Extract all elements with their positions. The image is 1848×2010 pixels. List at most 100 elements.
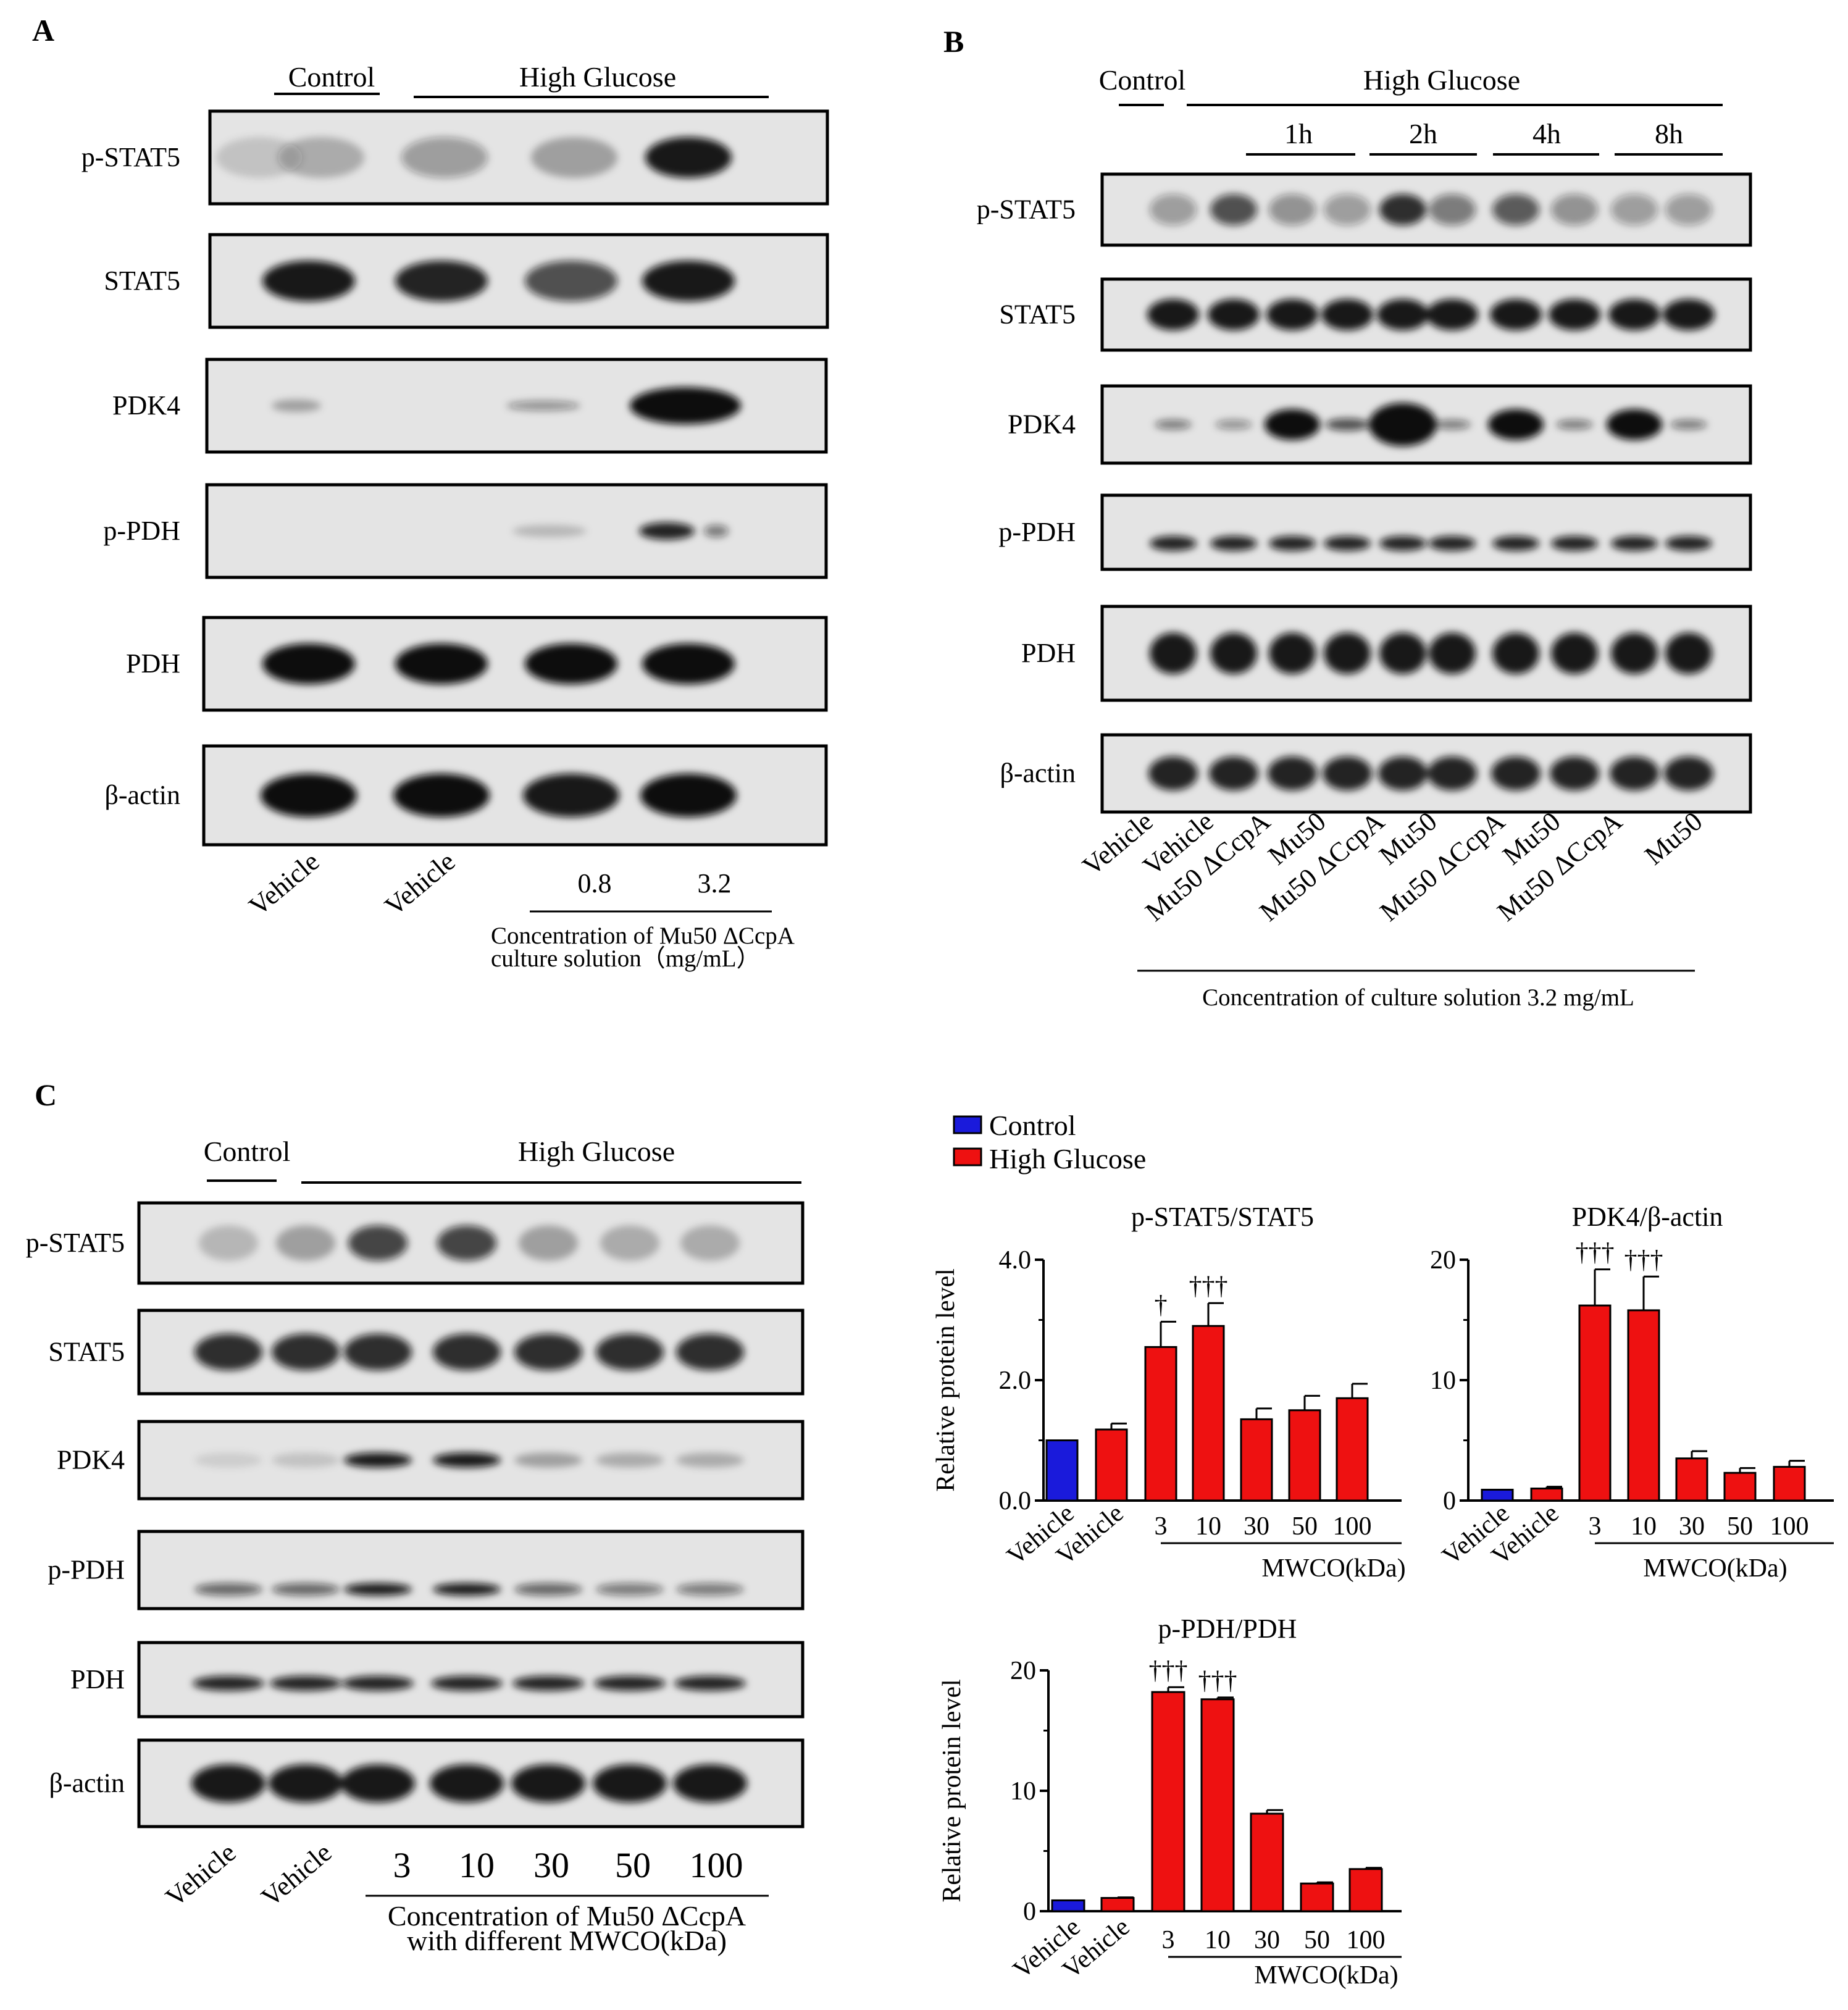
x-tick-label: 50 [1727, 1512, 1753, 1541]
panel-b-band [1269, 194, 1316, 225]
panel-c-band [344, 1452, 412, 1468]
panel-b: B Control High Glucose 1h 2h 4h 8h p-STA… [943, 24, 1752, 1011]
panel-b-band [1210, 536, 1257, 551]
panel-b-blot-bands [1155, 403, 1707, 446]
panel-c-blot-bands [194, 1452, 744, 1468]
panel-b-band [1665, 632, 1712, 674]
panel-a-band [640, 773, 737, 818]
panel-c-blot-bands [191, 1764, 747, 1803]
panel-a-band [506, 401, 580, 411]
panel-b-control-label: Control [1099, 64, 1186, 96]
panel-c-blot-bands [193, 1676, 746, 1691]
panel-c-lane-7: 100 [690, 1845, 743, 1885]
panel-c-blot-label: β-actin [49, 1768, 125, 1798]
panel-b-blot-bands [1150, 632, 1712, 674]
panel-a-band [216, 137, 303, 178]
panel-b-band [1210, 194, 1257, 225]
panel-c-blot-beta-actin: β-actin [49, 1738, 805, 1828]
bar-50-5 [1723, 1472, 1757, 1502]
panel-b-band [1492, 632, 1539, 674]
bar-10-3 [1200, 1698, 1235, 1912]
panel-c-lane-5: 30 [533, 1845, 569, 1885]
panel-b-band [1429, 194, 1476, 225]
panel-c-blot-p-pdh: p-PDH [48, 1530, 805, 1610]
chart-title: PDK4/β-actin [1572, 1202, 1723, 1232]
panel-b-blot-bands [1147, 299, 1715, 330]
bar-30-4 [1240, 1418, 1273, 1502]
panel-b-blot-p-stat5: p-STAT5 [977, 172, 1752, 247]
panel-b-time-2h: 2h [1409, 118, 1437, 149]
panel-c-blot-bands [199, 1225, 740, 1261]
x-tick-label: 3 [1589, 1512, 1602, 1541]
panel-b-blot-bands [1150, 194, 1712, 225]
panel-c-band [431, 1676, 503, 1691]
panel-b-band [1608, 299, 1660, 330]
panel-a-band [401, 137, 488, 178]
panel-b-blot-beta-actin: β-actin [1000, 733, 1752, 814]
bar-10-3 [1627, 1309, 1660, 1502]
panel-a-band [704, 525, 729, 537]
panel-b-band [1324, 632, 1371, 674]
panel-b-band [1488, 409, 1544, 440]
bar-vehicle-1 [1100, 1897, 1135, 1912]
panel-c-band [341, 1764, 415, 1803]
panel-b-blot-label: STAT5 [999, 299, 1076, 330]
panel-c-blot-label: STAT5 [48, 1337, 125, 1367]
legend-label-control: Control [989, 1110, 1076, 1141]
panel-a-band [393, 773, 490, 818]
panel-a-blot-bands [512, 522, 729, 540]
panel-b-time-labels: 1h 2h 4h 8h [1246, 118, 1723, 156]
panel-b-blot-pdh: PDH [1021, 605, 1752, 702]
panel-b-band [1377, 299, 1429, 330]
panel-b-band [1269, 536, 1316, 551]
panel-c-blot-bands [194, 1333, 744, 1371]
panel-c-band [194, 1583, 262, 1596]
panel-b-band [1492, 194, 1539, 225]
panel-b-caption: Concentration of culture solution 3.2 mg… [1202, 984, 1634, 1011]
panel-c-band [676, 1583, 744, 1596]
panel-a-band [278, 137, 364, 178]
panel-a-band [525, 643, 617, 684]
panel-a-band [262, 261, 355, 301]
panel-b-band [1209, 756, 1258, 790]
panel-b-band [1208, 299, 1260, 330]
panel-b-band [1269, 632, 1316, 674]
y-tick-label: 0 [1023, 1898, 1036, 1926]
chart-legend: Control High Glucose [953, 1110, 1146, 1175]
panel-b-blot-p-pdh: p-PDH [998, 493, 1752, 571]
panel-b-blot-label: p-PDH [998, 517, 1076, 547]
panel-b-band [1434, 419, 1471, 430]
panel-b-lane-10: Mu50 [1639, 806, 1708, 871]
panel-c-band [680, 1225, 740, 1261]
panel-b-band [1155, 419, 1192, 430]
panel-b-band [1551, 194, 1598, 225]
panel-b-blot-bands [1150, 536, 1712, 551]
panel-a-band [639, 522, 695, 540]
panel-c-lane-2: Vehicle [256, 1837, 338, 1912]
panel-b-band [1429, 536, 1476, 551]
panel-c-band [676, 1333, 744, 1371]
panel-a-band [531, 137, 617, 178]
panel-b-band [1379, 632, 1426, 674]
panel-b-letter: B [943, 24, 964, 59]
panel-b-band [1556, 419, 1593, 430]
bar-vehicle-0 [1045, 1439, 1079, 1502]
panel-a-blot-p-stat5: p-STAT5 [82, 109, 829, 206]
bar-vehicle-1 [1530, 1488, 1563, 1502]
y-tick-label: 20 [1430, 1246, 1456, 1275]
panel-a-band [261, 773, 357, 818]
panel-a-blot-pdh: PDH [126, 616, 828, 712]
panel-c-band [596, 1452, 664, 1468]
panel-c-blot-pdh: PDH [70, 1641, 805, 1719]
x-tick-label: 30 [1244, 1512, 1269, 1541]
panel-c: C Control High Glucose p-STAT5STAT5PDK4p… [26, 1078, 805, 1956]
panel-b-band [1324, 194, 1371, 225]
panel-c-blot-stat5: STAT5 [48, 1309, 805, 1396]
panel-c-band [596, 1583, 664, 1596]
bar-100-6 [1336, 1397, 1369, 1502]
panel-b-band [1268, 756, 1317, 790]
y-tick-label: 2.0 [999, 1367, 1032, 1395]
panel-b-band [1148, 756, 1198, 790]
chart-title: p-STAT5/STAT5 [1131, 1202, 1314, 1232]
